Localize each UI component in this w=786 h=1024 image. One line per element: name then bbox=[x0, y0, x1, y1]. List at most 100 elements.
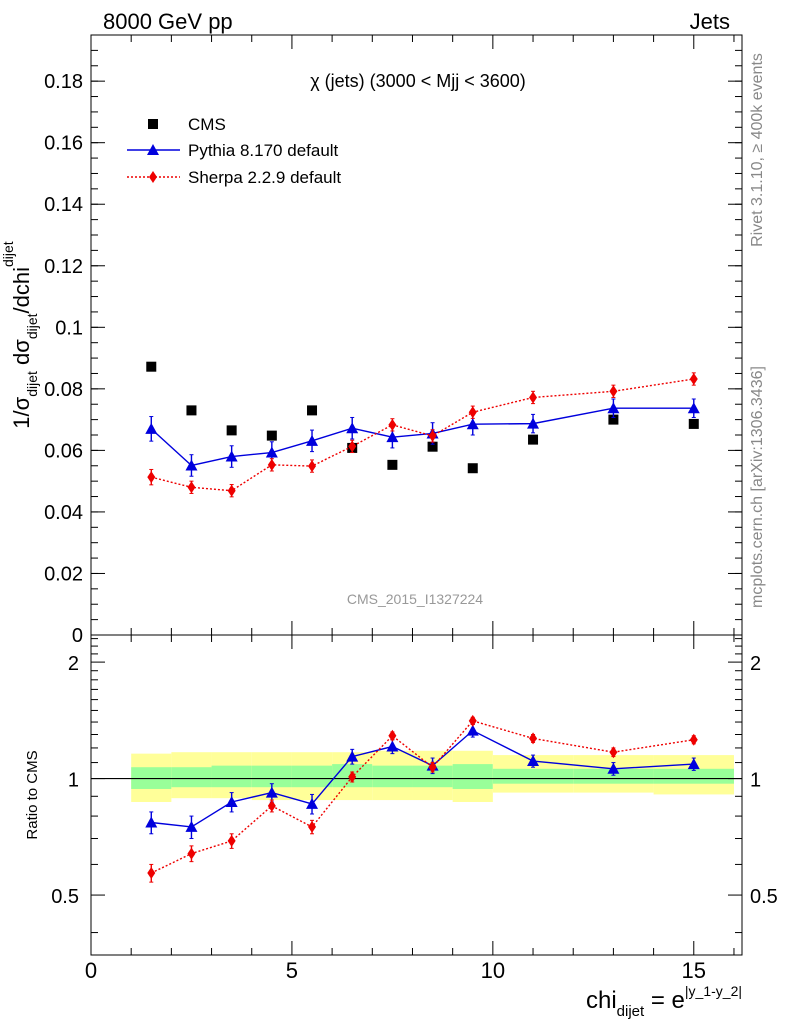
ratio-point-triangle bbox=[607, 762, 620, 774]
x-tick-label: 0 bbox=[85, 958, 97, 983]
uncertainty-band-inner bbox=[372, 765, 413, 788]
chart-title: χ (jets) (3000 < Mjj < 3600) bbox=[310, 71, 526, 91]
y-tick-label: 0.14 bbox=[44, 194, 83, 216]
ratio-point-diamond bbox=[147, 867, 156, 880]
legend-marker bbox=[147, 144, 159, 155]
y-tick-label: 0.06 bbox=[44, 440, 83, 462]
y-axis-label-part: 1/σ bbox=[9, 396, 34, 428]
data-point-square bbox=[427, 441, 438, 452]
ratio-point-triangle bbox=[346, 750, 359, 762]
legend-label: Pythia 8.170 default bbox=[188, 141, 339, 160]
ratio-y-tick-label: 2 bbox=[68, 653, 79, 675]
ratio-point-diamond bbox=[428, 761, 437, 774]
x-axis-label-part: dijet bbox=[617, 1003, 645, 1020]
data-point-triangle bbox=[225, 450, 238, 462]
data-point-square bbox=[387, 459, 398, 470]
uncertainty-band-inner bbox=[452, 764, 493, 789]
data-point-diamond bbox=[609, 385, 618, 398]
ratio-y-tick-label-right: 2 bbox=[750, 653, 761, 675]
data-point-diamond bbox=[227, 484, 236, 497]
y-axis-label-part: dijet bbox=[24, 371, 40, 397]
y-tick-label: 0.02 bbox=[44, 563, 83, 585]
uncertainty-band-inner bbox=[291, 765, 333, 788]
y-axis-label-part: dijet bbox=[24, 313, 40, 339]
data-point-diamond bbox=[689, 373, 698, 385]
series-line-2 bbox=[151, 378, 694, 492]
data-point-triangle bbox=[386, 431, 399, 443]
data-point-triangle bbox=[466, 418, 479, 430]
data-point-square bbox=[146, 361, 157, 372]
ratio-point-diamond bbox=[529, 732, 538, 745]
data-point-square bbox=[226, 425, 237, 436]
ratio-point-triangle bbox=[185, 820, 198, 832]
ratio-y-tick-label: 1 bbox=[68, 770, 79, 792]
y-tick-label: 0.12 bbox=[44, 256, 83, 278]
ratio-series-line-0 bbox=[151, 729, 694, 828]
data-point-diamond bbox=[147, 471, 156, 484]
y-axis-label-part: dijet bbox=[0, 241, 16, 267]
energy-label: 8000 GeV pp bbox=[103, 9, 233, 34]
ratio-point-diamond bbox=[227, 834, 236, 847]
ratio-point-diamond bbox=[689, 733, 698, 746]
data-point-diamond bbox=[529, 391, 538, 404]
ratio-y-tick-label-right: 0.5 bbox=[750, 886, 778, 908]
y-axis-label: 1/σdijet dσdijet/dchidijet bbox=[0, 241, 40, 429]
data-point-triangle bbox=[346, 422, 359, 434]
ratio-point-triangle bbox=[466, 724, 479, 736]
legend-label: Sherpa 2.2.9 default bbox=[188, 168, 341, 187]
legend-marker bbox=[149, 171, 157, 183]
rivet-version-label: Rivet 3.1.10, ≥ 400k events bbox=[749, 53, 766, 247]
process-label: Jets bbox=[690, 9, 730, 34]
ratio-point-triangle bbox=[386, 740, 399, 752]
x-axis-label: chidijet = e|y_1-y_2| bbox=[586, 983, 742, 1020]
data-point-square bbox=[307, 405, 318, 416]
ratio-point-triangle bbox=[265, 786, 278, 798]
legend-marker bbox=[148, 119, 158, 129]
data-point-diamond bbox=[468, 406, 477, 419]
y-tick-label: 0.16 bbox=[44, 133, 83, 155]
x-axis-label-part: |y_1-y_2| bbox=[685, 983, 742, 999]
data-point-triangle bbox=[185, 459, 198, 471]
data-point-triangle bbox=[607, 402, 620, 414]
data-point-triangle bbox=[145, 422, 158, 434]
data-point-triangle bbox=[306, 434, 319, 446]
ratio-point-triangle bbox=[306, 797, 319, 809]
data-point-diamond bbox=[388, 418, 397, 431]
y-axis-label-part: dσ bbox=[9, 339, 34, 371]
ratio-y-tick-label-right: 1 bbox=[750, 770, 761, 792]
uncertainty-band-inner bbox=[653, 768, 734, 784]
x-tick-label: 15 bbox=[682, 958, 706, 983]
legend: CMS Pythia 8.170 default Sherpa 2.2.9 defa… bbox=[127, 115, 341, 187]
data-point-diamond bbox=[267, 458, 276, 471]
ratio-y-tick-label: 0.5 bbox=[51, 886, 79, 908]
ratio-point-triangle bbox=[527, 755, 540, 767]
main-panel: 0 0.02 0.04 0.06 0.08 0.1 0.12 0.14 0.16 0.18 χ (j… bbox=[0, 34, 743, 647]
x-axis-label-part: chi bbox=[586, 987, 617, 1014]
y-axis-label-part: /dchi bbox=[9, 267, 34, 313]
legend-label: CMS bbox=[188, 115, 226, 134]
data-point-square bbox=[688, 418, 699, 429]
x-axis-label-part: = e bbox=[644, 987, 685, 1014]
watermark-label: CMS_2015_I1327224 bbox=[347, 591, 483, 607]
y-tick-label: 0.04 bbox=[44, 502, 83, 524]
y-tick-label: 0 bbox=[72, 625, 83, 647]
data-point-diamond bbox=[348, 440, 357, 453]
ratio-point-triangle bbox=[145, 816, 158, 828]
y-tick-label: 0.18 bbox=[44, 71, 83, 93]
data-point-triangle bbox=[527, 417, 540, 429]
data-point-diamond bbox=[428, 429, 437, 442]
ratio-point-diamond bbox=[468, 714, 477, 727]
mcplots-label: mcplots.cern.ch [arXiv:1306.3436] bbox=[749, 366, 766, 608]
ratio-panel: 0.5 0.5 1 1 2 2 0 5 10 15 Ratio to CMS chidijet = e… bbox=[24, 634, 778, 1020]
ratio-point-triangle bbox=[687, 758, 700, 770]
ratio-plot-frame bbox=[90, 634, 743, 956]
data-point-square bbox=[528, 434, 539, 445]
x-tick-label: 10 bbox=[481, 958, 505, 983]
data-point-diamond bbox=[187, 481, 196, 494]
data-point-square bbox=[186, 405, 197, 416]
ratio-point-diamond bbox=[308, 820, 317, 833]
uncertainty-band-inner bbox=[171, 767, 212, 788]
ratio-point-diamond bbox=[609, 746, 618, 759]
data-point-square bbox=[467, 463, 478, 474]
